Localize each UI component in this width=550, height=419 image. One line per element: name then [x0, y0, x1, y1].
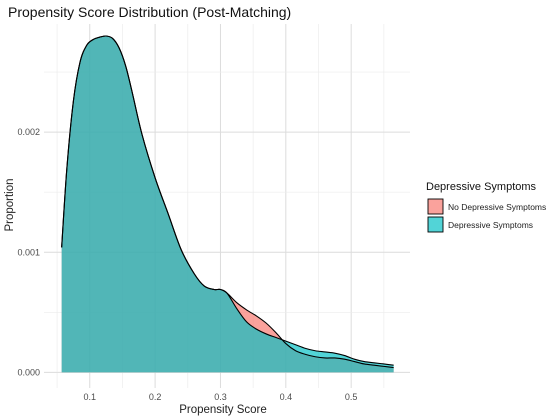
legend-title: Depressive Symptoms — [426, 181, 537, 193]
legend-label-no-depressive-symptoms: No Depressive Symptoms — [448, 202, 546, 212]
legend-key-no-depressive-symptoms — [427, 198, 444, 215]
x-tick-label: 0.5 — [345, 392, 358, 402]
legend-key-depressive-symptoms — [427, 216, 444, 233]
legend-label-depressive-symptoms: Depressive Symptoms — [448, 220, 533, 230]
x-tick-label: 0.4 — [280, 392, 293, 402]
series-layer — [61, 35, 394, 373]
series-line-depressive-symptoms — [61, 35, 394, 366]
y-tick-label: 0.001 — [17, 247, 40, 257]
y-axis-title: Proportion — [4, 178, 16, 231]
legend-entries: No Depressive Symptoms Depressive Symptom… — [427, 198, 546, 233]
x-tick-label: 0.3 — [214, 392, 227, 402]
y-axis-ticks: 0.000 0.001 0.002 — [17, 127, 40, 377]
y-tick-label: 0.000 — [17, 367, 40, 377]
y-tick-label: 0.002 — [17, 127, 40, 137]
x-axis-ticks: 0.1 0.2 0.3 0.4 0.5 — [83, 392, 357, 402]
series-area-depressive-symptoms — [61, 35, 394, 373]
x-tick-label: 0.1 — [83, 392, 96, 402]
x-axis-title: Propensity Score — [179, 404, 267, 416]
legend: Depressive Symptoms No Depressive Sympto… — [426, 181, 546, 233]
x-tick-label: 0.2 — [149, 392, 162, 402]
chart-title: Propensity Score Distribution (Post-Matc… — [8, 4, 291, 20]
